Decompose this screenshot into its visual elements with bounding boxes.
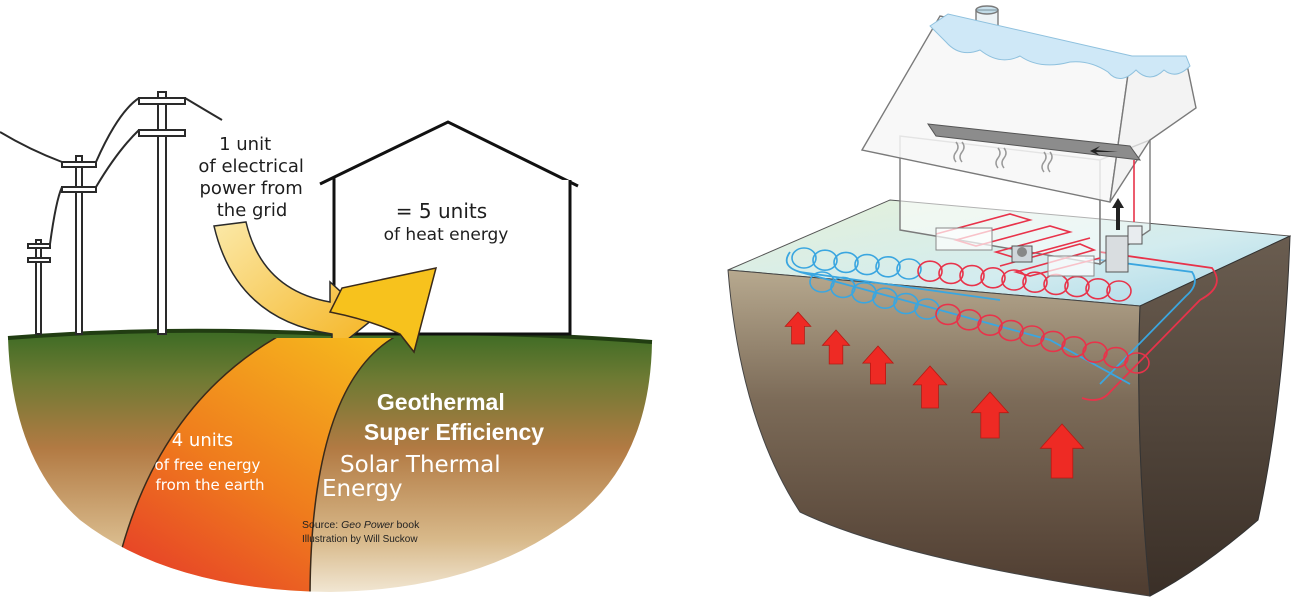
svg-text:1 unit of electrical: 1 unit of electrical power from the grid [198,134,309,221]
coil-loop [1106,280,1132,302]
svg-text:Geothermal Super Efficie: Geothermal Super Efficiency [364,389,544,445]
coil-loop [914,298,940,320]
heat-arrow-icon [821,329,851,365]
heat-arrow-icon [784,311,812,345]
coil-loop [1085,277,1111,300]
coil-loop [830,276,856,299]
utility-poles-icon [0,91,223,335]
earth-energy-arrow [109,338,438,592]
coil-loop [1001,269,1027,291]
svg-text:4 units of free energy: 4 units of free energy from the earth [155,430,266,494]
coil-loop [1040,330,1066,353]
coil-loop [1082,341,1108,364]
grid-label-line-3: power from [200,178,303,199]
coil-loop [977,314,1003,337]
title-line-1: Geothermal [377,389,505,415]
grid-label-line-1: 1 unit [219,134,271,155]
coil-loop [1061,335,1087,358]
coil-loop [980,266,1006,289]
heat-arrow-icon [970,391,1010,439]
earth-label-line-2: of free energy [155,456,261,474]
coil-loop [959,264,985,287]
house-label-line-1: = 5 units [396,199,487,223]
source-prefix: Source: [302,519,341,531]
coil-loop [833,251,859,274]
grid-label-line-4: the grid [217,200,288,221]
source-suffix: book [394,519,420,531]
coil-loop [1124,352,1150,374]
coil-loop [872,287,898,310]
svg-text:= 5 units of heat energy: = 5 units of heat energy [384,199,509,245]
duct-flow-arrow [1090,146,1118,156]
earth-label-line-3: from the earth [155,476,264,494]
grid-label-line-2: of electrical [198,156,304,177]
illustration-credit: Illustration by Will Suckow [302,534,418,545]
coil-loop [938,262,964,285]
heat-arrow-icon [912,365,948,409]
heat-pump-unit [1011,160,1143,273]
coil-loop [812,249,838,272]
coil-loop [791,247,817,269]
svg-text:Source: Geo Power book: Source: Geo Power book [302,519,420,531]
coil-loop [851,281,877,304]
coil-loop [998,319,1024,342]
efficiency-illustration: 1 unit of electrical power from the grid… [0,91,653,592]
coil-loop [956,308,982,331]
warm-air-waves [953,141,1053,173]
grid-energy-arrow [213,221,374,354]
svg-text:Solar Thermal Energy: Solar Thermal Energy [322,452,508,502]
coil-loop [809,271,835,293]
title-line-2: Super Efficiency [364,419,544,445]
source-book: Geo Power [341,519,394,531]
heat-arrow-icon [861,345,895,385]
soil-block-front-right [1138,235,1291,597]
coil-loop [1022,271,1048,294]
soil-block-front-left [727,269,1151,597]
heat-rising-arrows [784,311,1085,479]
house-label-line-2: of heat energy [384,225,509,245]
coil-loop [1064,275,1090,298]
coil-loop [893,292,919,315]
ground-loop-coils [785,247,1218,401]
coil-loop [917,260,943,283]
coil-loop [854,253,880,276]
solar-label-line-2: Energy [322,476,403,502]
heat-arrow-icon [1039,423,1085,479]
radiators [935,227,1095,277]
coil-loop [1103,346,1129,369]
ground-source-heat-pump-illustration [727,5,1291,597]
ceiling-air-duct [926,123,1142,161]
coil-loop [1019,325,1045,347]
coil-loop [896,258,922,280]
roof-snow [929,13,1191,79]
earth-label-line-1: 4 units [172,430,233,451]
coil-loop [875,255,901,278]
coil-loop [935,303,961,326]
solar-label-line-1: Solar Thermal [340,452,501,478]
